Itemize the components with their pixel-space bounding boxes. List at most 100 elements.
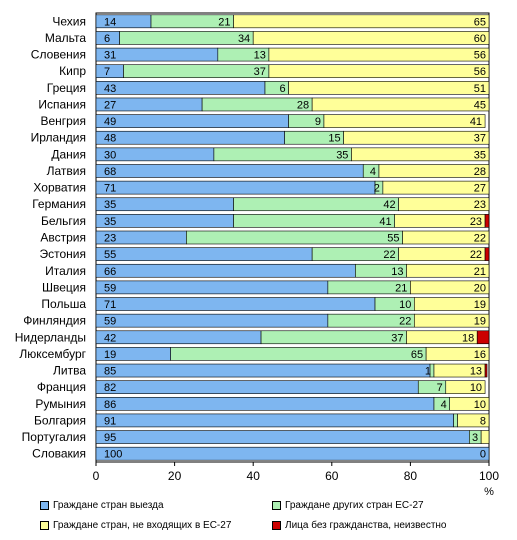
data-label: 65 bbox=[411, 349, 423, 361]
bar-segment bbox=[398, 197, 490, 212]
data-label: 85 bbox=[104, 366, 116, 378]
data-label: 30 bbox=[104, 149, 116, 161]
legend-item-origin-country: Граждане стран выезда bbox=[40, 500, 164, 511]
category-label: Люксембург bbox=[19, 347, 86, 361]
bar-segment bbox=[95, 197, 234, 212]
data-label: 18 bbox=[462, 332, 474, 344]
bar-segment bbox=[414, 297, 490, 311]
data-label: 7 bbox=[104, 66, 110, 78]
x-tick-label: 40 bbox=[247, 469, 261, 483]
bar-segment bbox=[170, 347, 427, 361]
data-label: 60 bbox=[474, 33, 486, 45]
bar-segment bbox=[95, 130, 285, 145]
bar-segment bbox=[268, 64, 490, 79]
data-label: 22 bbox=[470, 249, 482, 261]
data-label: 68 bbox=[104, 166, 116, 178]
data-label: 6 bbox=[279, 83, 285, 95]
data-label: 95 bbox=[104, 432, 116, 444]
data-label: 21 bbox=[474, 266, 486, 278]
bar-segment bbox=[323, 114, 486, 128]
data-label: 6 bbox=[104, 33, 110, 45]
data-label: 48 bbox=[104, 133, 116, 145]
data-label: 19 bbox=[104, 349, 116, 361]
category-label: Германия bbox=[32, 197, 86, 211]
category-label: Бельгия bbox=[41, 214, 86, 228]
category-label: Португалия bbox=[22, 430, 86, 444]
data-label: 22 bbox=[399, 316, 411, 328]
legend-item-stateless: Лица без гражданства, неизвестно bbox=[272, 520, 447, 531]
data-label: 3 bbox=[472, 432, 478, 444]
data-label: 23 bbox=[470, 216, 482, 228]
bar-segment bbox=[449, 396, 490, 411]
category-label: Венгрия bbox=[40, 114, 86, 128]
bar-segment bbox=[95, 81, 266, 95]
bar-segment bbox=[457, 413, 490, 428]
category-label: Эстония bbox=[40, 247, 87, 261]
data-label: 7 bbox=[437, 382, 443, 394]
data-label: 27 bbox=[474, 183, 486, 195]
bar-segment bbox=[288, 81, 490, 95]
bar-segment bbox=[414, 313, 490, 328]
bar-segment bbox=[95, 363, 431, 378]
legend-label: Граждане стран, не входящих в ЕС-27 bbox=[53, 520, 232, 531]
legend-label: Лица без гражданства, неизвестно bbox=[285, 520, 447, 531]
legend-swatch bbox=[40, 501, 49, 510]
data-label: 28 bbox=[474, 166, 486, 178]
data-label: 0 bbox=[480, 449, 486, 461]
data-label: 15 bbox=[328, 133, 340, 145]
data-label: 13 bbox=[391, 266, 403, 278]
data-label: 71 bbox=[104, 299, 116, 311]
legend-swatch bbox=[40, 521, 49, 530]
bar-segment bbox=[343, 130, 490, 145]
category-label: Швеция bbox=[42, 280, 86, 294]
data-label: 35 bbox=[104, 216, 116, 228]
data-label: 10 bbox=[474, 399, 486, 411]
category-label: Греция bbox=[47, 81, 86, 95]
data-label: 22 bbox=[383, 249, 395, 261]
bar-segment bbox=[268, 47, 490, 62]
data-label: 35 bbox=[104, 199, 116, 211]
data-label: 66 bbox=[104, 266, 116, 278]
x-axis: 0 20 40 60 80 100% bbox=[93, 462, 499, 498]
legend-item-other-eu: Граждане других стран ЕС-27 bbox=[272, 500, 424, 511]
data-label: 56 bbox=[474, 66, 486, 78]
legend-label: Граждане стран выезда bbox=[53, 500, 164, 511]
bar-segment bbox=[480, 430, 490, 444]
data-label: 34 bbox=[238, 33, 250, 45]
bar-segment bbox=[95, 180, 376, 195]
bar-segment bbox=[95, 114, 289, 128]
bar-segment bbox=[233, 14, 490, 29]
bar-segment bbox=[233, 197, 399, 212]
category-label: Румыния bbox=[35, 397, 86, 411]
data-label: 51 bbox=[474, 83, 486, 95]
bar-segment bbox=[378, 164, 490, 178]
data-label: 37 bbox=[254, 66, 266, 78]
bar-segment bbox=[95, 247, 313, 261]
data-label: 10 bbox=[470, 382, 482, 394]
bar-segment bbox=[351, 147, 490, 162]
data-label: 41 bbox=[379, 216, 391, 228]
data-label: 14 bbox=[104, 16, 116, 28]
bar-segment bbox=[484, 214, 490, 228]
legend-item-non-eu: Граждане стран, не входящих в ЕС-27 bbox=[40, 520, 231, 531]
data-label: 91 bbox=[104, 415, 116, 427]
bar-segment bbox=[95, 164, 364, 178]
category-label: Австрия bbox=[40, 231, 86, 245]
bar-segment bbox=[252, 31, 490, 45]
data-label: 13 bbox=[470, 366, 482, 378]
data-label: 19 bbox=[474, 316, 486, 328]
bar-segment bbox=[476, 330, 490, 345]
bar-segment bbox=[406, 263, 490, 278]
legend-label: Граждане других стран ЕС-27 bbox=[285, 500, 424, 511]
category-label: Словакия bbox=[32, 447, 86, 461]
data-label: 1 bbox=[425, 366, 431, 378]
data-label: 27 bbox=[104, 99, 116, 111]
data-label: 59 bbox=[104, 282, 116, 294]
data-label: 16 bbox=[474, 349, 486, 361]
data-label: 65 bbox=[474, 16, 486, 28]
bar-segment bbox=[95, 214, 234, 228]
bar-segment bbox=[402, 230, 490, 245]
bar-segment bbox=[201, 97, 313, 112]
data-label: 42 bbox=[104, 332, 116, 344]
